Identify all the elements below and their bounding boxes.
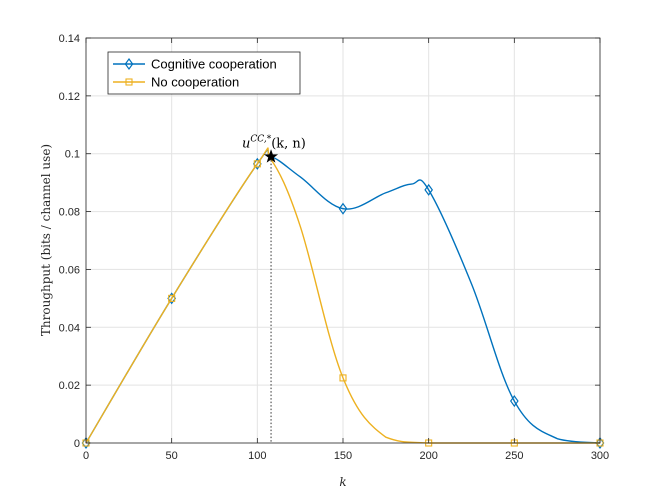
square-marker — [253, 160, 261, 168]
legend-box — [107, 51, 301, 95]
x-tick-label: 250 — [505, 450, 523, 462]
square-marker — [168, 294, 176, 302]
y-axis-label: Throughput (bits / channel use) — [39, 144, 53, 336]
legend-entry: No cooperation — [113, 75, 239, 90]
legend-entry: Cognitive cooperation — [113, 57, 277, 72]
x-tick-label: 100 — [248, 450, 266, 462]
diamond-marker — [252, 157, 262, 170]
annotation-label: uCC,*(k, n) — [242, 135, 306, 152]
ticks: 0 50 100 150 200 250 300 0 0.02 0.04 0.06 0.08 0.1 0.… — [59, 33, 610, 462]
diamond-marker — [595, 436, 605, 450]
diamond-marker — [338, 202, 348, 215]
x-tick-label: 50 — [166, 450, 178, 462]
legend-diamond-marker — [124, 57, 134, 71]
x-axis-label: k — [339, 475, 346, 489]
legend: Cognitive cooperation No cooperation — [107, 51, 301, 95]
star-marker — [263, 149, 279, 163]
legend-square-marker — [125, 78, 133, 86]
y-tick-label: 0.1 — [65, 149, 80, 161]
diamond-marker — [424, 183, 434, 196]
y-tick-label: 0.06 — [59, 264, 80, 276]
y-tick-label: 0.12 — [59, 91, 80, 103]
y-tick-label: 0.04 — [59, 322, 80, 334]
y-tick-label: 0.02 — [59, 380, 80, 392]
y-tick-label: 0.08 — [59, 207, 80, 219]
y-tick-label: 0.14 — [59, 33, 80, 45]
diamond-marker — [509, 395, 519, 408]
x-tick-label: 200 — [419, 450, 437, 462]
y-tick-label: 0 — [74, 438, 80, 450]
x-tick-label: 150 — [334, 450, 352, 462]
diamond-marker — [81, 436, 91, 450]
square-marker — [339, 374, 347, 382]
legend-label: No cooperation — [151, 75, 239, 90]
x-tick-label: 0 — [83, 450, 89, 462]
diamond-marker — [167, 292, 177, 305]
legend-label: Cognitive cooperation — [151, 57, 277, 72]
x-tick-label: 300 — [591, 450, 609, 462]
annotation-layer: uCC,*(k, n) — [242, 135, 306, 443]
